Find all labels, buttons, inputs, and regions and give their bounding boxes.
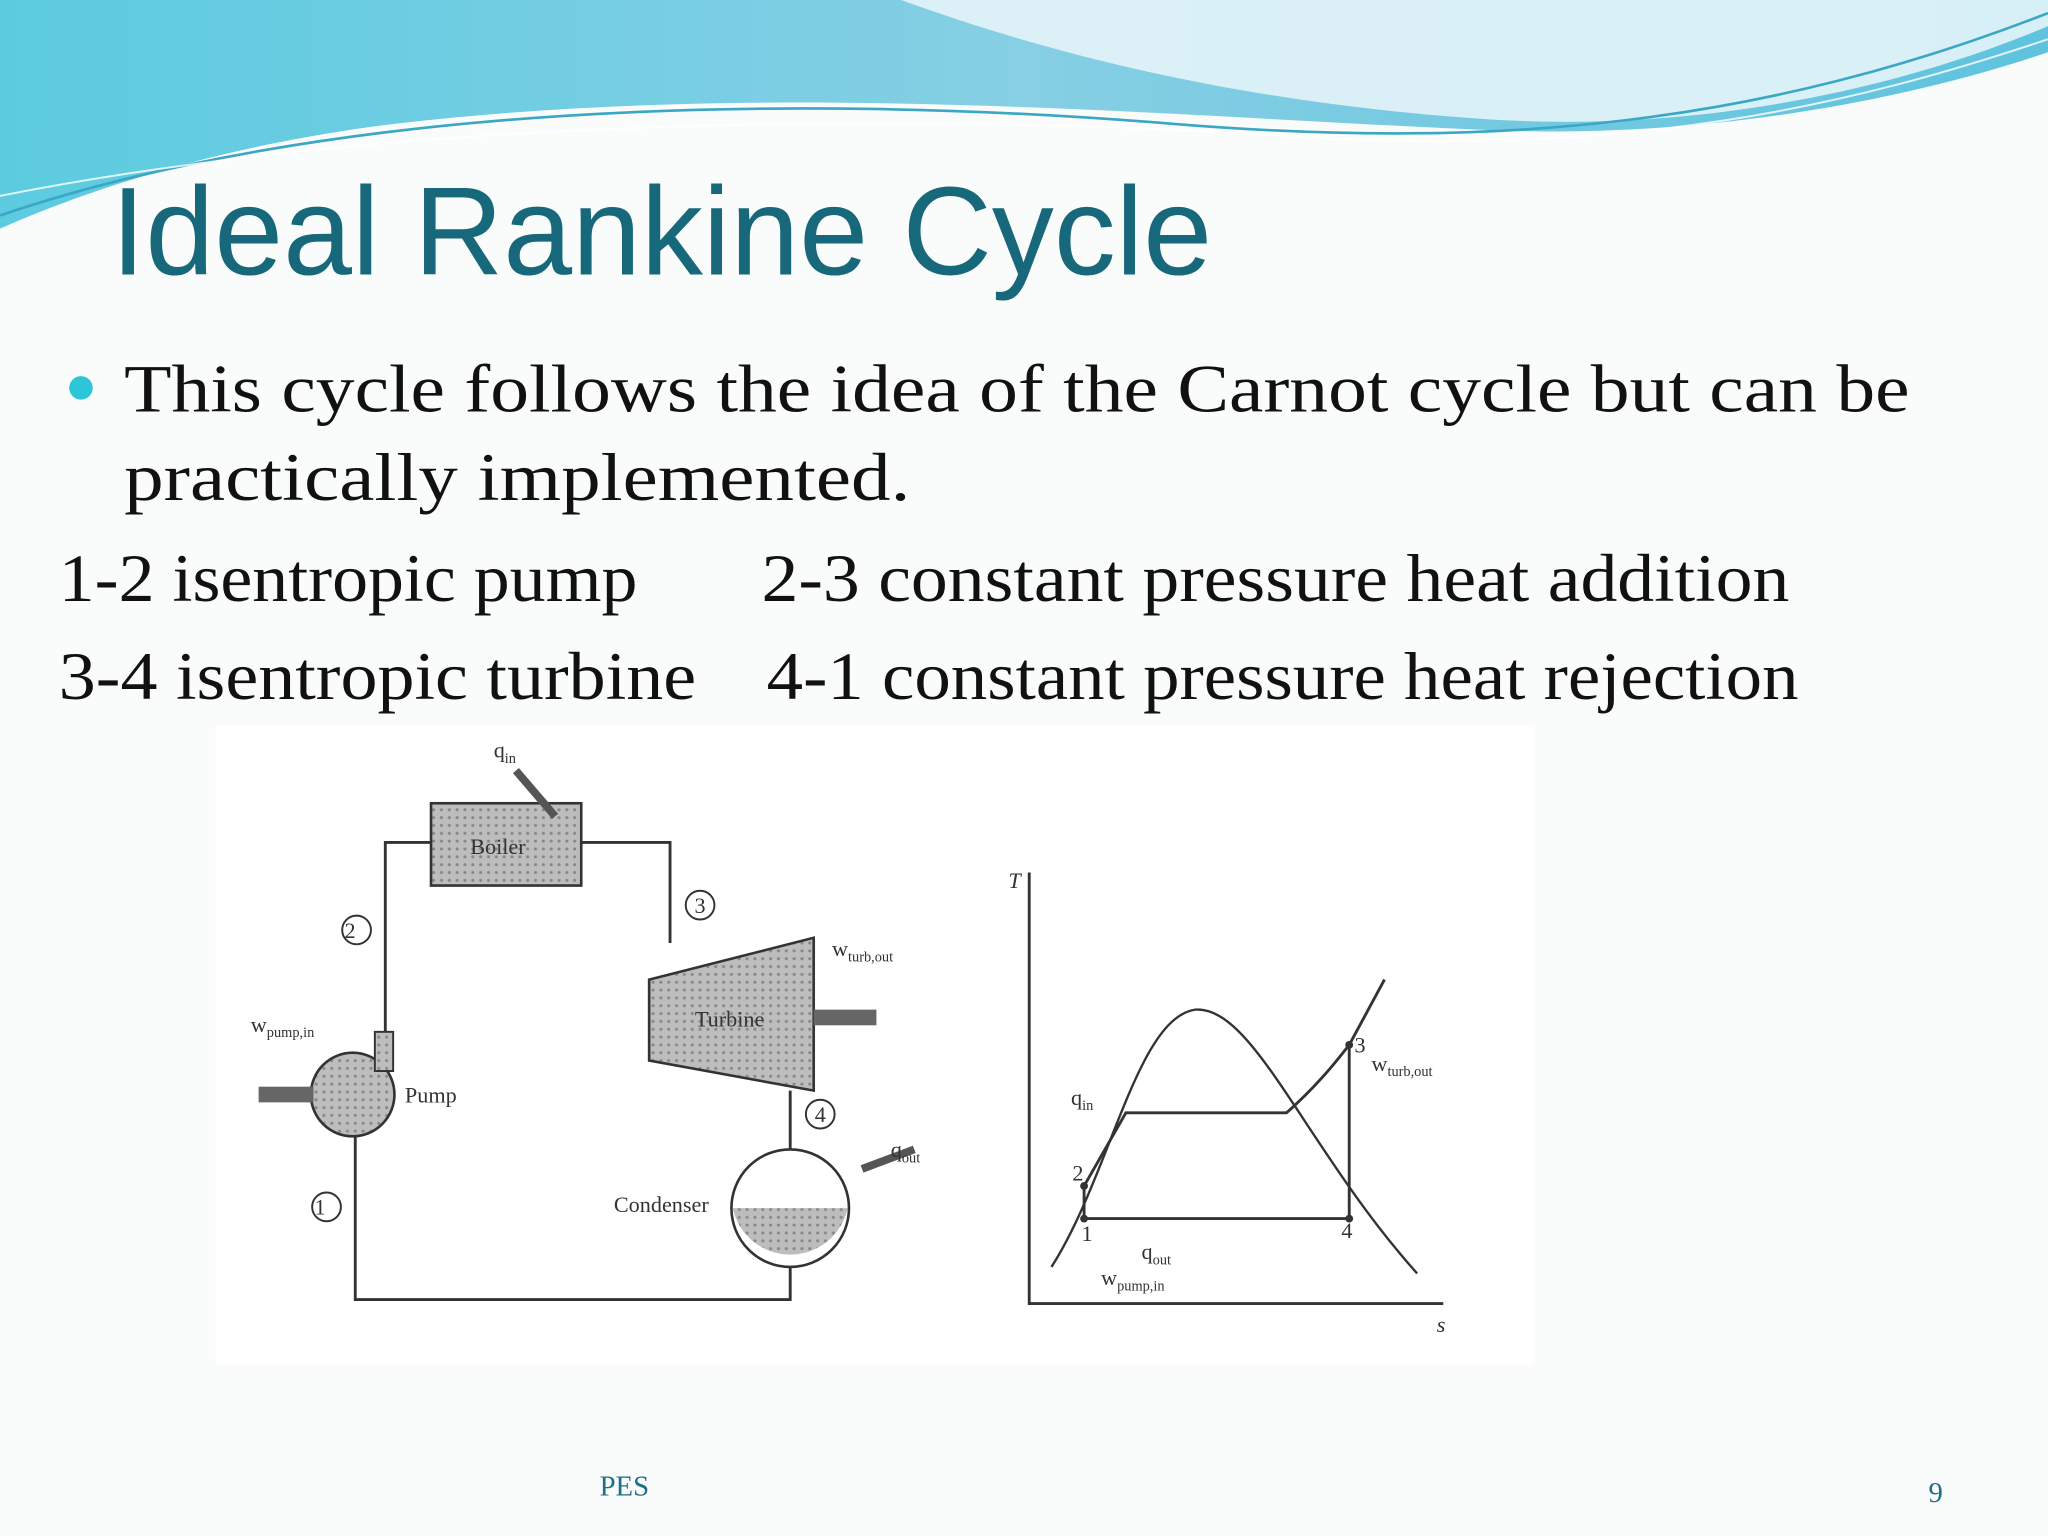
axis-label: T [1008, 868, 1022, 893]
state-label: 4 [1341, 1218, 1352, 1243]
subscript: out [1153, 1252, 1171, 1268]
bullet-text: This cycle follows the idea of the Carno… [124, 350, 1909, 426]
heat-label: qout [1142, 1239, 1171, 1268]
subscript: turb,out [1387, 1064, 1432, 1080]
state-label: 3 [695, 893, 706, 918]
header-wave [0, 0, 2048, 229]
component-label: Boiler [470, 834, 526, 859]
figure-background [215, 724, 1535, 1365]
heat-label: qin [1071, 1085, 1093, 1114]
state-label: 2 [1072, 1161, 1083, 1186]
axis-label: s [1437, 1312, 1446, 1337]
state-label: 1 [314, 1195, 325, 1220]
heat-label: qin [494, 738, 516, 767]
state-label: 3 [1354, 1033, 1365, 1058]
slide-title: Ideal Rankine Cycle [111, 160, 1212, 301]
work-label: wturb,out [1371, 1051, 1432, 1080]
process-text: 3-4 isentropic turbine [59, 638, 696, 714]
subscript: in [505, 751, 516, 767]
subscript: in [1082, 1098, 1093, 1114]
subscript: pump,in [1117, 1278, 1164, 1294]
subscript: out [902, 1150, 920, 1166]
state-label: 4 [815, 1102, 826, 1127]
symbol: q [1142, 1239, 1153, 1264]
symbol: q [494, 738, 505, 763]
footer: PES [600, 1471, 650, 1503]
symbol: q [891, 1137, 902, 1162]
bullet-text: practically implemented. [124, 439, 910, 515]
state-label: 2 [344, 918, 355, 943]
ts-diagram [1027, 872, 1444, 1305]
state-label: 1 [1081, 1221, 1092, 1246]
component-label: Turbine [695, 1007, 765, 1032]
subscript: turb,out [848, 949, 893, 965]
page-number: 9 [1928, 1477, 1942, 1509]
symbol: q [1071, 1085, 1082, 1110]
heat-label: qout [891, 1137, 920, 1166]
work-label: wpump,in [251, 1012, 315, 1041]
work-label: wturb,out [832, 936, 893, 965]
component-label: Condenser [614, 1192, 710, 1217]
component-label: Pump [405, 1082, 457, 1107]
process-text: 4-1 constant pressure heat rejection [767, 638, 1799, 714]
work-label: wpump,in [1101, 1265, 1165, 1294]
symbol: w [1371, 1051, 1387, 1076]
symbol: w [1101, 1265, 1117, 1290]
schematic [258, 768, 916, 1302]
process-text: 1-2 isentropic pump [59, 540, 638, 616]
bullet-dot [69, 376, 93, 400]
process-text: 2-3 constant pressure heat addition [761, 540, 1789, 616]
symbol: w [832, 936, 848, 961]
symbol: w [251, 1012, 267, 1037]
subscript: pump,in [267, 1025, 314, 1041]
